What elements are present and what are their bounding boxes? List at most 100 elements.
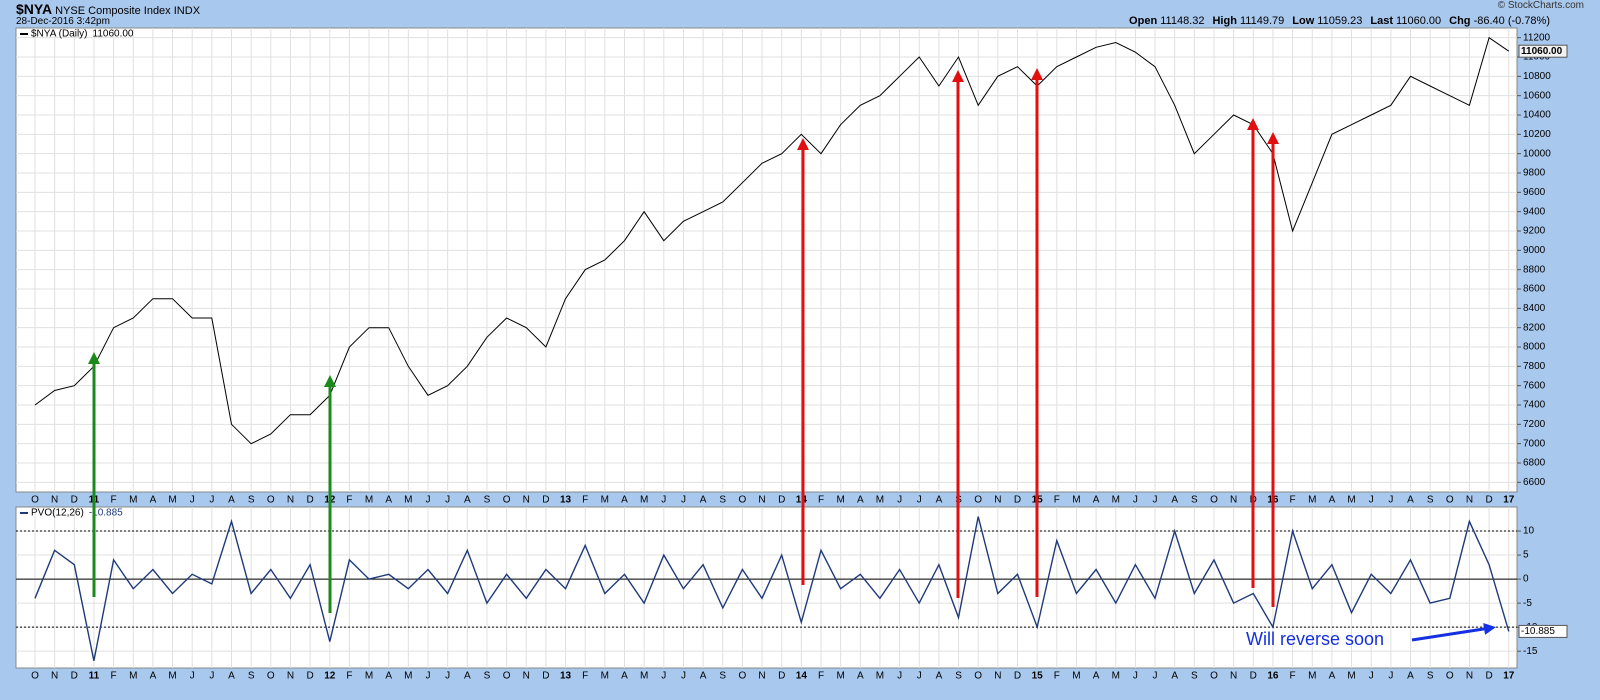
x-tick-label: M (836, 671, 844, 682)
x-tick-label: F (1054, 671, 1060, 682)
y-tick-label: 9600 (1523, 187, 1546, 198)
x-tick-label: A (700, 671, 707, 682)
x-tick-label: 16 (1267, 671, 1279, 682)
x-tick-label: F (582, 495, 588, 506)
quote-value: -86.40 (-0.78%) (1470, 15, 1550, 27)
x-tick-label: M (836, 495, 844, 506)
quote-row: Open 11148.32 High 11149.79 Low 11059.23 La… (1121, 15, 1550, 27)
x-tick-label: A (228, 495, 235, 506)
x-tick-label: O (1446, 495, 1454, 506)
y-tick-label: 10800 (1523, 71, 1551, 82)
x-tick-label: J (426, 671, 431, 682)
x-tick-label: 15 (1032, 671, 1044, 682)
x-tick-label: O (1446, 671, 1454, 682)
x-tick-label: J (1153, 671, 1158, 682)
x-tick-label: O (503, 671, 511, 682)
x-tick-label: A (1171, 495, 1178, 506)
x-tick-label: M (1112, 671, 1120, 682)
x-tick-label: M (404, 671, 412, 682)
x-tick-label: A (621, 495, 628, 506)
exchange: INDX (173, 5, 201, 17)
last-value-box (1518, 44, 1568, 58)
x-tick-label: A (936, 671, 943, 682)
x-tick-label: O (739, 495, 747, 506)
x-tick-label: M (365, 495, 373, 506)
x-tick-label: F (818, 495, 824, 506)
y-tick-label: 10400 (1523, 110, 1551, 121)
x-tick-label: S (719, 671, 726, 682)
x-tick-label: D (71, 671, 78, 682)
x-tick-label: D (1014, 495, 1021, 506)
x-tick-label: M (1072, 671, 1080, 682)
legend-value: 11060.00 (93, 29, 134, 40)
y-tick-label: 7600 (1523, 380, 1546, 391)
quote-label: Chg (1449, 15, 1471, 27)
x-tick-label: N (287, 671, 294, 682)
x-tick-label: 13 (560, 671, 572, 682)
quote-value: 11060.00 (1393, 15, 1442, 27)
x-tick-label: F (1290, 495, 1296, 506)
x-tick-label: F (111, 671, 117, 682)
x-tick-label: N (523, 495, 530, 506)
x-tick-label: J (897, 671, 902, 682)
x-tick-label: J (681, 671, 686, 682)
x-tick-label: A (228, 671, 235, 682)
y-tick-label: -5 (1523, 598, 1532, 609)
legend-label: $NYA (Daily) (31, 29, 88, 40)
x-tick-label: M (365, 671, 373, 682)
x-tick-label: S (1191, 671, 1198, 682)
x-tick-label: N (51, 671, 58, 682)
x-tick-label: D (778, 671, 785, 682)
x-tick-label: A (1093, 671, 1100, 682)
y-tick-label: 11200 (1523, 32, 1551, 43)
x-tick-label: A (1407, 495, 1414, 506)
y-tick-label: 7200 (1523, 419, 1546, 430)
x-tick-label: J (1369, 495, 1374, 506)
x-tick-label: N (523, 671, 530, 682)
x-tick-label: M (601, 671, 609, 682)
date: 28-Dec-2016 3:42pm (16, 16, 110, 27)
x-tick-label: D (306, 495, 313, 506)
x-tick-label: N (1230, 495, 1237, 506)
y-tick-label: 8200 (1523, 322, 1546, 333)
y-tick-label: 8800 (1523, 264, 1546, 275)
x-tick-label: O (31, 495, 39, 506)
arrow (1411, 622, 1496, 642)
x-tick-label: D (1250, 671, 1257, 682)
x-tick-label: M (129, 671, 137, 682)
x-tick-label: O (974, 671, 982, 682)
y-tick-label: 10 (1523, 526, 1535, 537)
x-tick-label: J (681, 495, 686, 506)
y-tick-label: -15 (1523, 646, 1538, 657)
x-tick-label: N (1230, 671, 1237, 682)
x-tick-label: O (503, 495, 511, 506)
x-tick-label: J (445, 495, 450, 506)
x-tick-label: N (758, 495, 765, 506)
x-tick-label: 14 (796, 671, 808, 682)
x-tick-label: A (464, 495, 471, 506)
x-tick-label: A (700, 495, 707, 506)
x-tick-label: M (1308, 495, 1316, 506)
x-tick-label: O (1210, 671, 1218, 682)
x-tick-label: M (168, 495, 176, 506)
y-tick-label: 9800 (1523, 168, 1546, 179)
x-tick-label: A (1171, 671, 1178, 682)
x-tick-label: 11 (89, 671, 100, 682)
x-tick-label: F (1290, 671, 1296, 682)
x-tick-label: J (209, 495, 214, 506)
x-tick-label: D (1485, 671, 1492, 682)
x-tick-label: F (346, 671, 352, 682)
index-name: NYSE Composite Index (55, 5, 171, 17)
symbol: $NYA (16, 1, 53, 17)
x-tick-label: A (385, 671, 392, 682)
legend-value: -10.885 (89, 508, 123, 519)
x-tick-label: A (621, 671, 628, 682)
x-tick-label: S (955, 671, 962, 682)
x-tick-label: N (758, 671, 765, 682)
y-tick-label: 10000 (1523, 148, 1551, 159)
x-tick-label: D (71, 495, 78, 506)
y-tick-label: 6800 (1523, 458, 1546, 469)
y-tick-label: 10600 (1523, 90, 1551, 101)
x-tick-label: A (150, 495, 157, 506)
x-tick-label: J (1153, 495, 1158, 506)
